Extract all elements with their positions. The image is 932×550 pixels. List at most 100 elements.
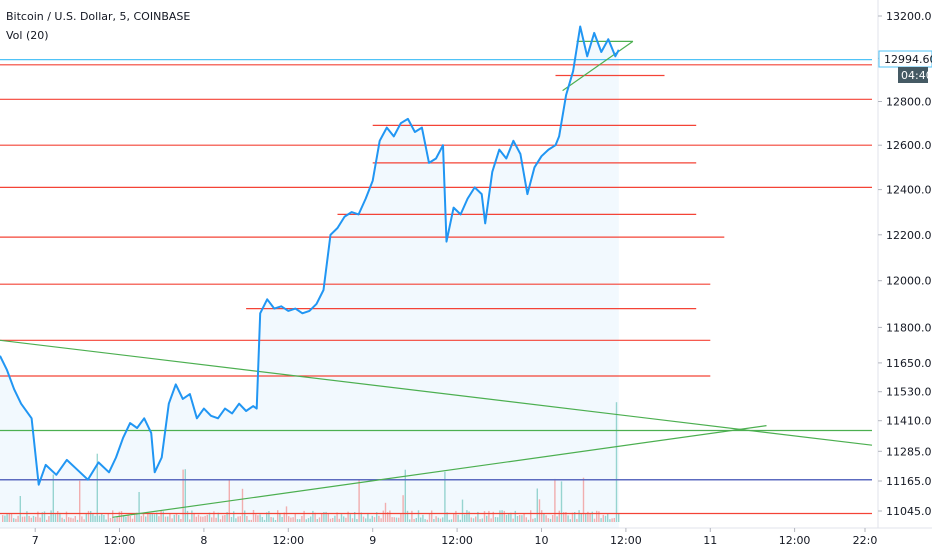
volume-bar — [523, 514, 525, 522]
volume-bar — [545, 515, 547, 522]
volume-bar — [530, 510, 532, 522]
volume-bar — [431, 510, 433, 522]
volume-bar — [70, 517, 72, 522]
volume-bar — [437, 517, 439, 522]
volume-bar — [607, 513, 609, 522]
volume-bar — [24, 516, 26, 522]
volume-bar — [554, 478, 556, 522]
price-series-line[interactable] — [0, 25, 620, 486]
horizontal-levels-layer[interactable] — [0, 58, 872, 515]
volume-bar — [541, 510, 543, 522]
price-series-layer — [0, 25, 620, 486]
volume-bar — [112, 510, 114, 522]
volume-bar — [197, 514, 200, 522]
volume-bar — [178, 515, 180, 522]
volume-bar — [17, 515, 19, 522]
volume-bar — [398, 517, 400, 522]
time-axis[interactable]: 7 12:00 8 12:00 9 12:00 10 12:00 11 12:00 22:0 — [32, 528, 878, 547]
chart-title[interactable]: Bitcoin / U.S. Dollar, 5, COINBASE — [6, 10, 190, 23]
volume-bar — [193, 512, 195, 522]
current-price-label: 12994.60 — [884, 53, 932, 66]
volume-bar — [585, 513, 587, 522]
volume-bar — [142, 512, 145, 522]
volume-bar — [208, 512, 211, 522]
volume-bar — [224, 515, 226, 522]
volume-bar — [369, 518, 371, 522]
countdown-badge — [898, 67, 928, 83]
price-tick-label: 12000.00 — [886, 275, 932, 288]
volume-bar — [567, 515, 569, 522]
volume-bar — [6, 514, 8, 522]
volume-indicator-label[interactable]: Vol (20) — [6, 29, 49, 42]
time-tick-label: 7 — [32, 534, 39, 547]
volume-bar — [92, 513, 94, 522]
price-tick-label: 13200.00 — [886, 10, 932, 23]
volume-bar — [499, 510, 501, 522]
volume-bar — [32, 515, 35, 522]
volume-bar — [222, 515, 224, 522]
volume-bar — [43, 511, 46, 522]
volume-bar — [217, 512, 219, 522]
volume-bar — [598, 511, 600, 522]
volume-bar — [486, 515, 488, 522]
volume-bar — [59, 512, 61, 522]
volume-bar — [296, 519, 299, 522]
volume-bar — [123, 515, 125, 522]
volume-bar — [103, 515, 105, 522]
trend-lines-layer[interactable] — [0, 40, 873, 518]
volume-bar — [424, 519, 426, 522]
volume-bar — [472, 518, 475, 522]
volume-bar — [21, 516, 24, 522]
volume-bar — [413, 519, 415, 522]
volume-bar — [455, 510, 457, 522]
volume-bar — [200, 516, 202, 522]
volume-bar — [241, 488, 244, 522]
volume-bar — [65, 511, 68, 522]
volume-bar — [246, 516, 248, 522]
volume-bar — [329, 518, 332, 522]
volume-bar — [175, 513, 178, 522]
volume-bar — [400, 513, 402, 522]
volume-bar — [483, 511, 486, 522]
volume-bar — [235, 518, 237, 522]
volume-bar — [149, 514, 151, 522]
volume-bar — [270, 517, 272, 522]
volume-bar — [334, 515, 336, 522]
volume-bar — [453, 513, 455, 522]
volume-bar — [494, 517, 497, 522]
volume-bar — [305, 519, 307, 522]
volume-bar — [604, 515, 607, 522]
volume-bar — [354, 512, 356, 522]
volume-bar — [325, 511, 327, 522]
price-tick-label: 11650.00 — [886, 357, 932, 370]
volume-bar — [376, 512, 378, 522]
price-tick-label: 12800.00 — [886, 96, 932, 109]
volume-bar — [318, 517, 321, 522]
volume-bar — [189, 519, 191, 522]
volume-bar — [96, 453, 98, 522]
volume-bar — [211, 517, 213, 522]
volume-bar — [501, 510, 503, 522]
trend-line[interactable] — [0, 339, 873, 446]
volume-bar — [527, 519, 530, 522]
volume-bar — [162, 511, 164, 522]
volume-bar — [521, 515, 523, 522]
volume-bar — [263, 519, 266, 522]
volume-bar — [52, 474, 54, 522]
volume-bar — [171, 518, 173, 522]
price-axis[interactable]: 13200.0013000.0012800.0012600.0012400.00… — [878, 10, 932, 518]
trend-line[interactable] — [112, 425, 767, 518]
volume-bar — [349, 514, 351, 522]
volume-bar — [444, 471, 446, 522]
volume-bar — [39, 517, 41, 522]
price-tick-label: 11285.00 — [886, 445, 932, 458]
volume-bar — [169, 513, 171, 522]
volume-bar — [307, 518, 310, 522]
trend-line[interactable] — [562, 40, 634, 92]
volume-bar — [219, 519, 222, 522]
volume-bar — [475, 516, 477, 522]
volume-bar — [164, 516, 167, 522]
volume-bar — [464, 514, 466, 522]
